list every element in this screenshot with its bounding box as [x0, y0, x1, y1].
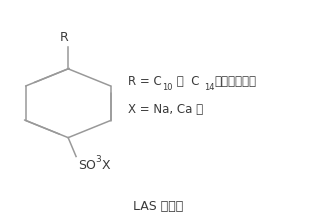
Text: X: X: [101, 159, 110, 172]
Text: LAS の構造: LAS の構造: [133, 200, 184, 213]
Text: R: R: [60, 31, 69, 44]
Text: 14: 14: [204, 83, 214, 92]
Text: 10: 10: [162, 83, 173, 92]
Text: R = C: R = C: [128, 75, 162, 87]
Text: のアルキル基: のアルキル基: [214, 75, 256, 87]
Text: SO: SO: [79, 159, 96, 172]
Text: X = Na, Ca 等: X = Na, Ca 等: [128, 103, 204, 116]
Text: ～  C: ～ C: [173, 75, 199, 87]
Text: 3: 3: [95, 155, 101, 164]
